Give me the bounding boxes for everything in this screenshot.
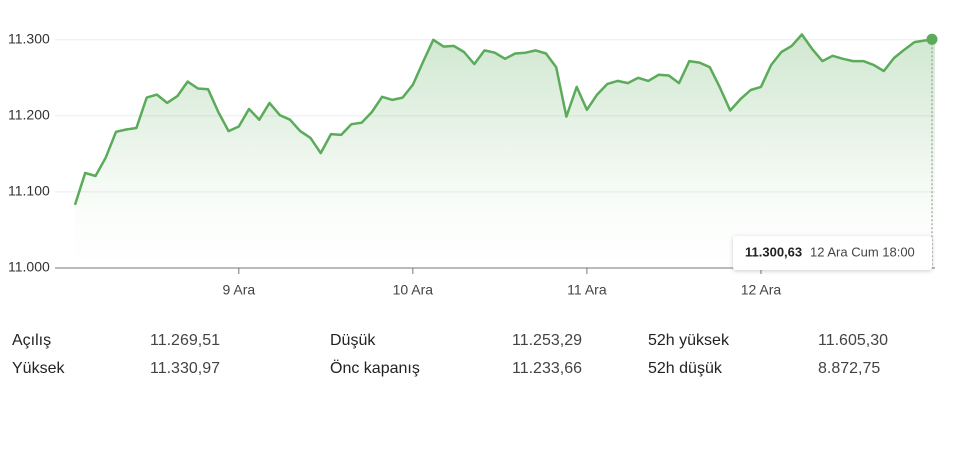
stat-value: 8.872,75 (818, 360, 880, 377)
y-tick-label: 11.200 (8, 107, 50, 123)
y-tick-label: 11.100 (8, 183, 50, 199)
stat-value: 11.233,66 (512, 360, 582, 377)
stat-label: Önc kapanış (330, 359, 420, 377)
stat-label: 52h yüksek (648, 332, 730, 349)
stat-value: 11.330,97 (150, 360, 220, 377)
stat-value: 11.269,51 (150, 332, 220, 349)
stat-value: 11.253,29 (512, 332, 582, 349)
tooltip-time: 12 Ara Cum 18:00 (810, 244, 915, 259)
stat-label: 52h düşük (648, 360, 723, 377)
x-tick-label: 11 Ara (567, 282, 607, 298)
x-tick-label: 9 Ara (222, 282, 255, 298)
x-tick-label: 12 Ara (741, 282, 782, 298)
stat-label: Düşük (330, 332, 376, 349)
stat-label: Açılış (12, 332, 51, 349)
area-fill (75, 34, 935, 268)
tooltip-value: 11.300,63 (745, 244, 802, 259)
y-tick-label: 11.000 (8, 259, 50, 275)
stat-label: Yüksek (12, 360, 65, 377)
y-tick-label: 11.300 (8, 30, 50, 46)
tooltip-box (733, 236, 932, 270)
end-point (926, 33, 938, 45)
x-tick-label: 10 Ara (393, 282, 434, 298)
price-line (73, 33, 936, 206)
tooltip: 11.300,63 12 Ara Cum 18:00 (733, 236, 932, 270)
stat-value: 11.605,30 (818, 332, 888, 349)
